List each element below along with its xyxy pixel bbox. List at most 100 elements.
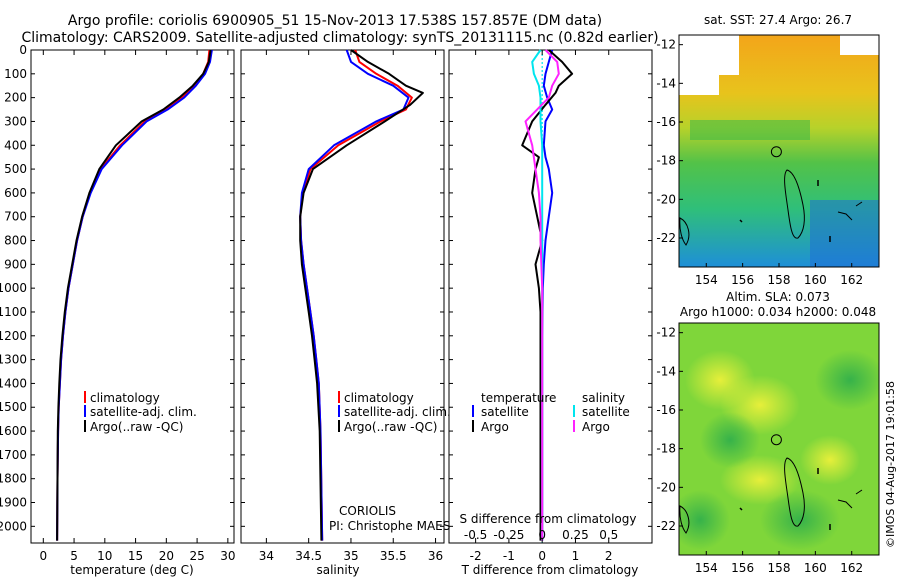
difference-legend: temperature salinity satellite Argo sate…: [472, 391, 630, 434]
temperature-legend: climatology satellite-adj. clim. Argo(..…: [84, 391, 197, 434]
coastline: [679, 505, 690, 534]
depth-tick-label: 1900: [0, 496, 27, 510]
sla-low: [760, 490, 840, 550]
sla-map: [679, 323, 879, 555]
copyright-stamp: ©IMOS 04-Aug-2017 19:01:58: [884, 381, 897, 548]
coastline: [679, 217, 690, 246]
sla-high: [800, 435, 860, 485]
island-coastline: [784, 457, 805, 527]
small-islands: [739, 468, 831, 530]
longitude-tick-label: 162: [840, 273, 863, 287]
depth-tick-label: 900: [4, 257, 27, 271]
latitude-tick-label: -18: [656, 442, 676, 456]
depth-tick-label: 1000: [0, 281, 27, 295]
latitude-tick-label: -18: [656, 154, 676, 168]
depth-tick-label: 400: [4, 138, 27, 152]
temperature-panel-x-tick-label: 10: [97, 549, 112, 563]
depth-tick-label: 1700: [0, 448, 27, 462]
temperature-panel-x-tick-label: 25: [189, 549, 204, 563]
latitude-tick-label: -12: [656, 38, 676, 52]
sst-map-title: sat. SST: 27.4 Argo: 26.7: [704, 13, 852, 27]
difference-panel-x-tick-label: -2: [470, 549, 482, 563]
depth-tick-label: 1800: [0, 472, 27, 486]
longitude-tick-label: 154: [695, 561, 718, 575]
latitude-tick-label: -14: [656, 76, 676, 90]
longitude-tick-label: 158: [768, 561, 791, 575]
depth-tick-label: 300: [4, 114, 27, 128]
depth-tick-label: 1200: [0, 329, 27, 343]
latitude-tick-label: -20: [656, 192, 676, 206]
x-axes: 0 5 10 15 20 25 30 34 34.5 35 35.5 36 -2 -1 0 1 2 -0.5 -0.…: [39, 50, 618, 563]
latitude-tick-label: -22: [656, 519, 676, 533]
island-coastline: [784, 169, 805, 239]
depth-axis: 0 100 200 300 400 500 600 700 800 900 1000 1100 1200…: [0, 43, 652, 533]
principal-investigator-label: PI: Christophe MAES: [329, 519, 450, 533]
sst-cool-patch: [810, 200, 879, 267]
temperature-panel-frame: [30, 49, 235, 544]
sst-map: [679, 35, 879, 267]
depth-tick-label: 800: [4, 234, 27, 248]
s-difference-tick-label: 0: [538, 528, 546, 542]
longitude-tick-label: 154: [695, 273, 718, 287]
sst-band: [690, 120, 810, 140]
legend-argo-label: Argo(..raw -QC): [344, 420, 437, 434]
temperature-axis-label: temperature (deg C): [70, 563, 193, 577]
sla-low: [815, 350, 879, 410]
s-difference-tick-label: 0.5: [599, 528, 618, 542]
sla-high: [685, 350, 755, 410]
profile-curves: [56, 49, 574, 543]
longitude-tick-label: 162: [840, 561, 863, 575]
difference-panel-x-tick-label: 2: [605, 549, 613, 563]
difference-panel-x-tick-label: 0: [538, 549, 546, 563]
s-difference-tick-label: 0.25: [562, 528, 589, 542]
difference-panel-frame: [448, 49, 653, 544]
legend-temperature-title: temperature: [481, 391, 556, 405]
depth-tick-label: 200: [4, 91, 27, 105]
temperature-panel-argo-line: [56, 49, 212, 541]
legend-satellite-label: satellite-adj. clim.: [344, 405, 451, 419]
sla-map-axes: -12 -14 -16 -18 -20 -22 154 156 158 160 162: [656, 326, 863, 575]
s-difference-tick-label: -0.5: [464, 528, 487, 542]
legend-s-argo-label: Argo: [582, 420, 610, 434]
salinity-panel-x-tick-label: 35.5: [380, 549, 407, 563]
difference-panel-x-tick-label: -1: [503, 549, 515, 563]
salinity-panel-argo-line: [299, 49, 424, 541]
difference-panel-temperature-argo-line: [521, 49, 574, 541]
legend-climatology-label: climatology: [90, 391, 160, 405]
salinity-panel-x-tick-label: 35: [343, 549, 358, 563]
figure-title-line2: Climatology: CARS2009. Satellite-adjuste…: [21, 30, 658, 46]
legend-t-argo-label: Argo: [481, 420, 509, 434]
longitude-tick-label: 158: [768, 273, 791, 287]
temperature-panel-x-tick-label: 20: [159, 549, 174, 563]
depth-tick-label: 600: [4, 186, 27, 200]
difference-panel-x-tick-label: 1: [572, 549, 580, 563]
temperature-panel-x-tick-label: 30: [220, 549, 235, 563]
depth-tick-label: 1100: [0, 305, 27, 319]
longitude-tick-label: 156: [731, 273, 754, 287]
argo-position-marker: [770, 434, 782, 446]
latitude-tick-label: -16: [656, 115, 676, 129]
salinity-panel-x-tick-label: 34.5: [295, 549, 322, 563]
depth-tick-label: 1600: [0, 424, 27, 438]
s-difference-axis-label: S difference from climatology: [460, 512, 637, 526]
small-islands: [739, 180, 831, 242]
sla-map-title-line1: Altim. SLA: 0.073: [726, 290, 830, 304]
latitude-tick-label: -22: [656, 231, 676, 245]
difference-panel-salinity-argo-line: [524, 49, 560, 541]
legend-salinity-title: salinity: [582, 391, 625, 405]
legend-climatology-label: climatology: [344, 391, 414, 405]
legend-s-satellite-label: satellite: [582, 405, 630, 419]
sla-low: [679, 490, 730, 550]
longitude-tick-label: 160: [804, 273, 827, 287]
salinity-panel-frame: [240, 49, 445, 544]
depth-tick-label: 2000: [0, 519, 27, 533]
sla-high: [720, 455, 800, 505]
depth-tick-label: 0: [19, 43, 27, 57]
sst-missing-data: [840, 35, 879, 55]
latitude-tick-label: -16: [656, 403, 676, 417]
depth-tick-label: 500: [4, 162, 27, 176]
salinity-panel-x-tick-label: 36: [428, 549, 443, 563]
salinity-axis-label: salinity: [316, 563, 359, 577]
depth-tick-label: 700: [4, 210, 27, 224]
sst-map-axes: -12 -14 -16 -18 -20 -22 154 156 158 160 162: [656, 38, 863, 287]
